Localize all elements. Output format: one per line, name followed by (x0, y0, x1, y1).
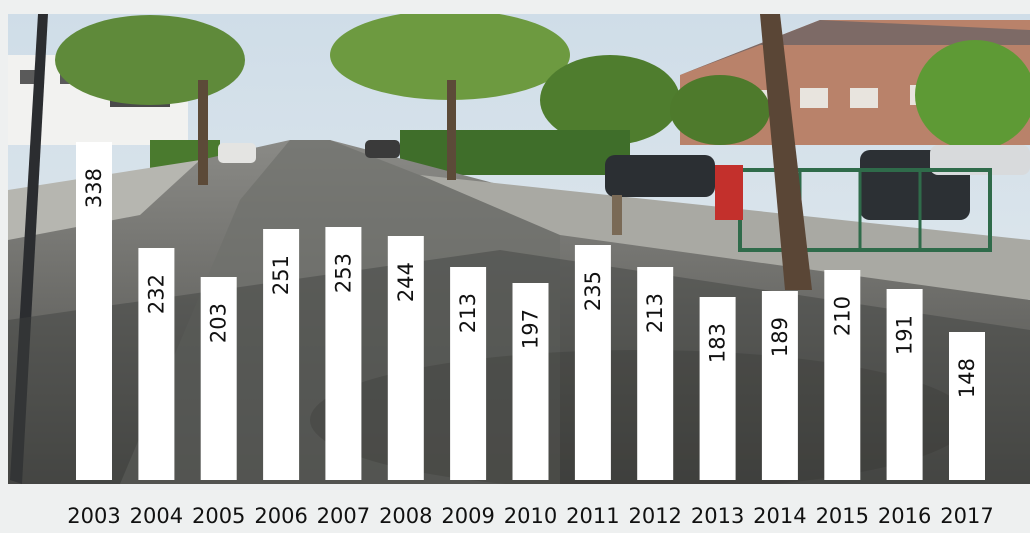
bar-2004 (138, 248, 175, 480)
bar-2015 (824, 270, 861, 480)
x-tick-2008: 2008 (379, 504, 432, 528)
bar-2005 (200, 277, 237, 480)
bar-2017 (949, 332, 985, 480)
x-tick-2015: 2015 (816, 504, 869, 528)
value-label-2006: 251 (269, 255, 293, 295)
bar-2010 (512, 283, 549, 480)
value-label-2003: 338 (82, 168, 106, 208)
bar-2003 (76, 142, 112, 480)
bar-2009 (450, 267, 487, 480)
x-tick-2006: 2006 (254, 504, 307, 528)
bar-2006 (263, 229, 300, 480)
bar-2013 (699, 297, 736, 480)
bar-2011 (574, 245, 611, 480)
value-labels: 338 232 203 251 253 244 213 197 235 213 183 189 210 1… (82, 168, 979, 398)
value-label-2012: 213 (643, 293, 667, 333)
x-tick-2011: 2011 (566, 504, 619, 528)
x-tick-2003: 2003 (67, 504, 120, 528)
value-label-2016: 191 (893, 315, 917, 355)
x-tick-2005: 2005 (192, 504, 245, 528)
x-tick-2009: 2009 (441, 504, 494, 528)
value-label-2011: 235 (581, 271, 605, 311)
bar-2008 (387, 236, 424, 480)
value-label-2004: 232 (144, 274, 168, 314)
bar-2012 (637, 267, 674, 480)
value-label-2013: 183 (706, 323, 730, 363)
bars (76, 142, 985, 480)
bar-2016 (886, 289, 923, 480)
x-tick-2017: 2017 (940, 504, 993, 528)
bar-2014 (761, 291, 798, 480)
x-axis-ticks: 2003 2004 2005 2006 2007 2008 2009 2010 2011 2012… (67, 504, 993, 528)
x-tick-2013: 2013 (691, 504, 744, 528)
x-tick-2007: 2007 (317, 504, 370, 528)
value-label-2010: 197 (519, 309, 543, 349)
value-label-2017: 148 (955, 358, 979, 398)
value-label-2015: 210 (830, 296, 854, 336)
x-tick-2014: 2014 (753, 504, 806, 528)
x-tick-2010: 2010 (504, 504, 557, 528)
value-label-2009: 213 (456, 293, 480, 333)
x-tick-2012: 2012 (628, 504, 681, 528)
value-label-2014: 189 (768, 317, 792, 357)
value-label-2007: 253 (331, 253, 355, 293)
value-label-2005: 203 (207, 303, 231, 343)
x-tick-2004: 2004 (130, 504, 183, 528)
x-tick-2016: 2016 (878, 504, 931, 528)
value-label-2008: 244 (394, 262, 418, 302)
bar-2007 (325, 227, 362, 480)
